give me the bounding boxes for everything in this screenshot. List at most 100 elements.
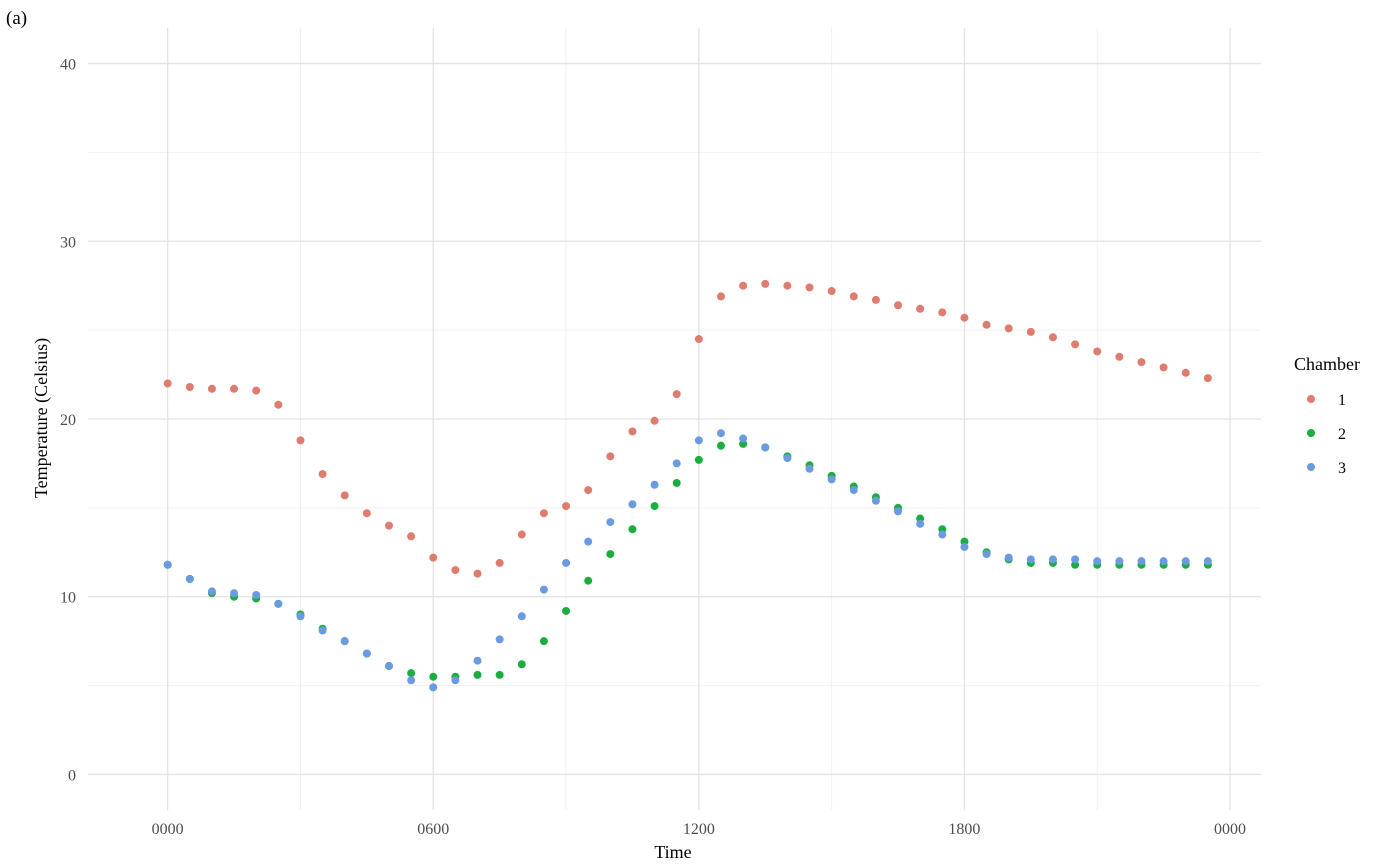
point-chamber-3: [805, 464, 814, 473]
point-chamber-3: [207, 587, 216, 596]
point-chamber-3: [584, 537, 593, 546]
point-chamber-1: [384, 521, 393, 530]
point-chamber-2: [650, 502, 659, 511]
point-chamber-2: [672, 478, 681, 487]
point-chamber-3: [894, 507, 903, 516]
point-chamber-3: [539, 585, 548, 594]
point-chamber-3: [1181, 557, 1190, 566]
x-axis-tick-labels: 0000 0600 1200 1800 0000: [152, 821, 1246, 838]
point-chamber-1: [849, 292, 858, 301]
point-chamber-2: [694, 455, 703, 464]
point-chamber-1: [296, 436, 305, 445]
legend-key-3: [1307, 463, 1315, 471]
point-chamber-3: [1048, 555, 1057, 564]
point-chamber-1: [1026, 327, 1035, 336]
point-chamber-3: [1115, 557, 1124, 566]
point-chamber-3: [495, 635, 504, 644]
point-chamber-3: [318, 626, 327, 635]
point-chamber-2: [628, 525, 637, 534]
point-chamber-1: [783, 281, 792, 290]
point-chamber-1: [429, 553, 438, 562]
point-chamber-1: [606, 452, 615, 461]
point-chamber-3: [871, 496, 880, 505]
point-chamber-1: [539, 509, 548, 518]
point-chamber-3: [384, 662, 393, 671]
point-chamber-1: [827, 287, 836, 296]
point-chamber-1: [318, 470, 327, 479]
legend-key-1: [1307, 395, 1315, 403]
y-tick-label: 0: [68, 767, 76, 784]
point-chamber-1: [650, 416, 659, 425]
x-tick-label: 1800: [948, 821, 980, 838]
point-chamber-3: [362, 649, 371, 658]
point-chamber-2: [584, 576, 593, 585]
point-chamber-2: [473, 670, 482, 679]
point-chamber-3: [1203, 557, 1212, 566]
point-chamber-1: [1159, 363, 1168, 372]
y-tick-label: 30: [60, 234, 76, 251]
point-chamber-2: [407, 669, 416, 678]
point-chamber-3: [672, 459, 681, 468]
point-chamber-3: [407, 676, 416, 685]
point-chamber-3: [1071, 555, 1080, 564]
point-chamber-1: [517, 530, 526, 539]
point-chamber-2: [716, 441, 725, 450]
point-chamber-3: [827, 475, 836, 484]
legend: Chamber 1 2 3: [1294, 354, 1360, 477]
point-chamber-3: [960, 542, 969, 551]
point-chamber-3: [694, 436, 703, 445]
point-chamber-3: [473, 656, 482, 665]
point-chamber-1: [1071, 340, 1080, 349]
point-chamber-3: [716, 429, 725, 438]
point-chamber-1: [1203, 374, 1212, 383]
point-chamber-2: [539, 637, 548, 646]
point-chamber-1: [473, 569, 482, 578]
point-chamber-3: [562, 558, 571, 567]
point-chamber-1: [362, 509, 371, 518]
point-chamber-3: [606, 518, 615, 527]
point-chamber-2: [429, 672, 438, 681]
point-chamber-2: [517, 660, 526, 669]
point-chamber-1: [938, 308, 947, 317]
point-chamber-1: [894, 301, 903, 310]
legend-label-3: 3: [1338, 460, 1346, 477]
point-chamber-3: [849, 486, 858, 495]
point-chamber-1: [185, 383, 194, 392]
point-chamber-1: [716, 292, 725, 301]
point-chamber-1: [871, 295, 880, 304]
point-chamber-3: [163, 560, 172, 569]
point-chamber-3: [296, 612, 305, 621]
point-chamber-3: [916, 519, 925, 528]
point-chamber-3: [429, 683, 438, 692]
point-chamber-1: [1093, 347, 1102, 356]
point-chamber-1: [495, 558, 504, 567]
point-chamber-1: [252, 386, 261, 395]
point-chamber-3: [1026, 555, 1035, 564]
point-chamber-3: [230, 589, 239, 598]
point-chamber-3: [451, 676, 460, 685]
point-chamber-1: [1137, 358, 1146, 367]
point-chamber-1: [916, 304, 925, 313]
point-chamber-1: [163, 379, 172, 388]
point-chamber-3: [274, 599, 283, 608]
point-chamber-3: [1093, 557, 1102, 566]
point-chamber-1: [761, 279, 770, 288]
point-chamber-3: [650, 480, 659, 489]
point-chamber-1: [805, 283, 814, 292]
legend-title: Chamber: [1294, 354, 1360, 374]
point-chamber-1: [207, 384, 216, 393]
panel-label: (a): [6, 8, 28, 29]
point-chamber-3: [783, 454, 792, 463]
point-chamber-3: [761, 443, 770, 452]
point-chamber-1: [584, 486, 593, 495]
legend-label-2: 2: [1338, 426, 1346, 443]
x-axis-title: Time: [654, 842, 691, 862]
point-chamber-1: [274, 400, 283, 409]
major-gridlines: [88, 28, 1261, 810]
point-chamber-2: [562, 606, 571, 615]
legend-key-2: [1307, 429, 1315, 437]
point-chamber-1: [1048, 333, 1057, 342]
point-chamber-3: [1137, 557, 1146, 566]
legend-label-1: 1: [1338, 392, 1346, 409]
